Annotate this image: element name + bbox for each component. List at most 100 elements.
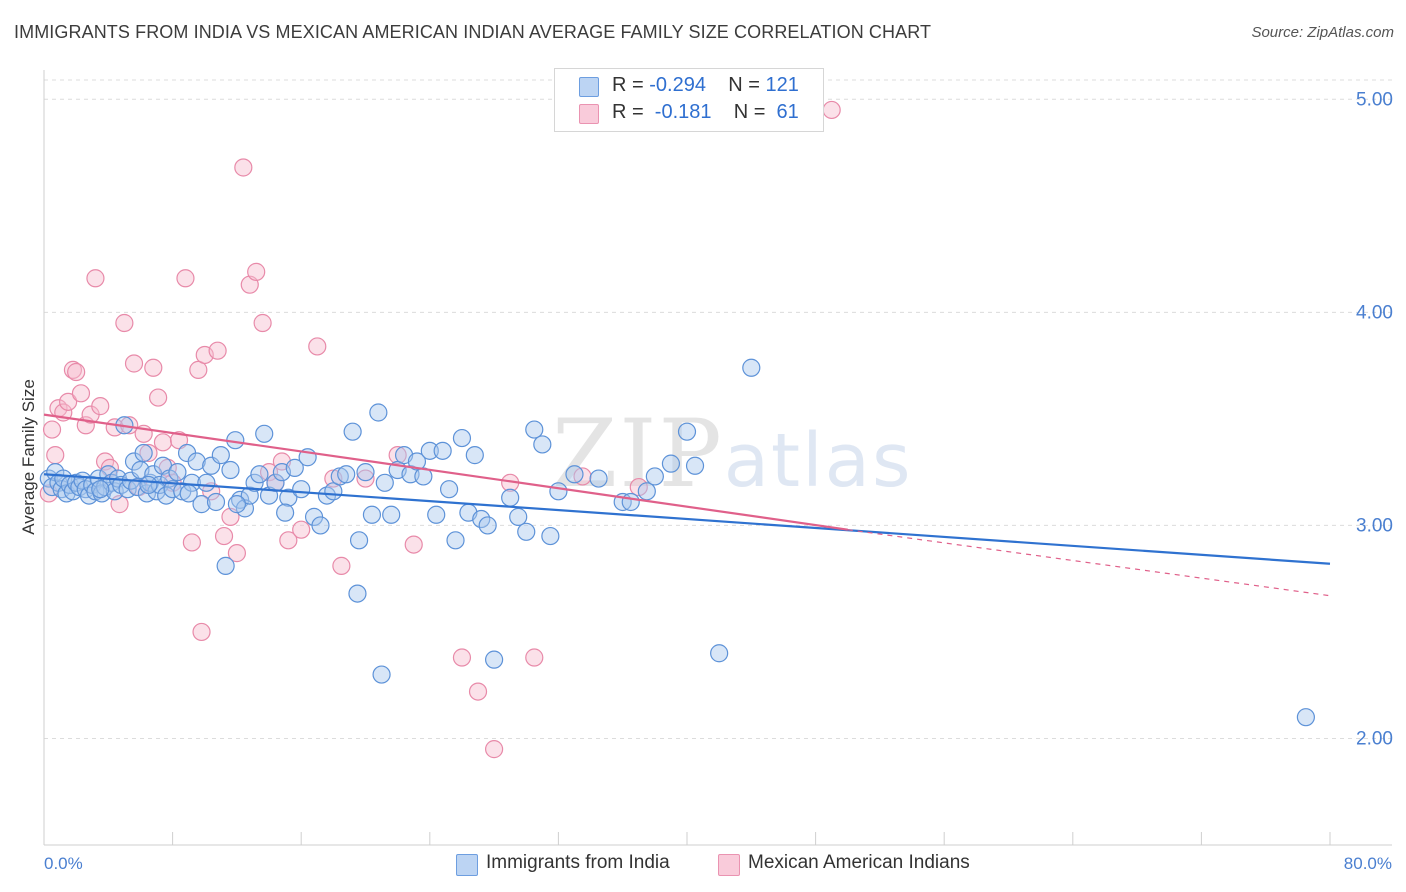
data-point — [478, 516, 497, 535]
data-point — [485, 650, 504, 669]
data-point — [115, 313, 134, 333]
data-point — [253, 313, 272, 333]
data-point — [192, 495, 211, 514]
data-point — [427, 505, 446, 524]
watermark-atlas: atlas — [723, 418, 913, 504]
r-label: R = — [612, 101, 650, 123]
data-point — [216, 556, 235, 575]
data-point — [439, 480, 459, 499]
data-point — [247, 262, 266, 281]
data-point — [206, 492, 226, 512]
legend-swatch-mexican — [579, 104, 599, 124]
data-point — [86, 269, 105, 288]
data-point — [187, 452, 206, 471]
data-point — [91, 480, 110, 499]
data-point — [245, 473, 264, 492]
legend-swatch-mexican — [718, 854, 740, 876]
data-point — [139, 443, 158, 463]
data-point — [348, 584, 367, 603]
stats-legend: R = -0.294 N = 121 R = -0.181 N = 61 — [554, 68, 824, 132]
data-point — [124, 354, 144, 373]
n-label: N = — [728, 74, 766, 96]
data-point — [637, 482, 656, 501]
data-point — [214, 526, 234, 546]
data-point — [501, 488, 520, 507]
data-point — [533, 435, 552, 454]
legend-label-mexican: Mexican American Indians — [748, 852, 970, 873]
data-point — [549, 482, 568, 501]
chart-title: IMMIGRANTS FROM INDIA VS MEXICAN AMERICA… — [14, 22, 932, 42]
n-value: 61 — [771, 101, 799, 123]
trend-line-india — [43, 473, 1331, 565]
data-point — [192, 622, 211, 642]
data-point — [468, 682, 488, 701]
data-point — [46, 446, 65, 465]
data-point — [59, 392, 78, 411]
y-tick-label: 2.00 — [1356, 728, 1393, 749]
y-tick-labels: 2.00 3.00 4.00 5.00 — [1356, 89, 1393, 749]
stats-row-india: R = -0.294 N = 121 — [579, 74, 799, 100]
stats-row-mexican: R = -0.181 N = 61 — [579, 101, 799, 127]
data-point — [179, 484, 198, 503]
data-point — [452, 428, 472, 448]
stats-text-mexican: R = -0.181 N = 61 — [612, 101, 799, 124]
data-point — [677, 422, 697, 441]
legend-swatch-india — [579, 77, 599, 97]
x-tick-marks — [43, 832, 1331, 845]
data-point — [311, 516, 330, 535]
data-point — [433, 441, 452, 460]
data-point — [452, 648, 472, 667]
data-point — [742, 358, 761, 377]
axes — [43, 70, 1392, 846]
legend-label-india: Immigrants from India — [486, 852, 670, 873]
data-point — [661, 454, 681, 473]
n-label: N = — [733, 101, 771, 123]
x-tick-label-min: 0.0% — [44, 854, 83, 873]
source-label: Source: ZipAtlas.com — [1251, 24, 1394, 41]
data-point — [343, 422, 362, 441]
data-point — [168, 463, 187, 482]
data-point — [356, 469, 375, 488]
data-point — [621, 492, 640, 512]
y-tick-label: 5.00 — [1356, 89, 1393, 110]
data-point — [420, 441, 439, 460]
series-mexican-american-indians — [39, 100, 841, 759]
r-value: -0.181 — [649, 101, 712, 123]
data-point — [42, 420, 62, 439]
data-point — [382, 505, 401, 524]
data-point — [589, 469, 608, 488]
y-tick-label: 3.00 — [1356, 515, 1393, 536]
data-point — [182, 473, 201, 492]
data-point — [250, 465, 269, 484]
data-point — [308, 337, 327, 356]
data-point — [565, 465, 584, 484]
data-point — [208, 341, 227, 360]
data-point — [63, 360, 83, 379]
data-point — [372, 665, 391, 684]
legend-swatch-india — [456, 854, 478, 876]
x-tick-label-max: 80.0% — [1344, 854, 1392, 873]
trend-line-mexican — [43, 413, 848, 531]
data-point — [276, 503, 295, 522]
data-point — [337, 465, 356, 484]
data-point — [388, 446, 407, 465]
data-point — [822, 100, 841, 120]
r-label: R = — [612, 74, 650, 96]
data-point — [211, 446, 230, 465]
data-point — [685, 456, 705, 475]
data-point — [153, 433, 173, 452]
data-point — [197, 473, 216, 492]
series-immigrants-from-india — [39, 358, 1315, 727]
data-point — [375, 473, 394, 492]
r-value: -0.294 — [649, 74, 706, 96]
stats-text-india: R = -0.294 N = 121 — [612, 74, 799, 97]
data-point — [525, 648, 544, 667]
data-point — [332, 556, 351, 575]
data-point — [227, 495, 246, 514]
data-point — [356, 463, 375, 482]
n-value: 121 — [765, 74, 799, 96]
data-point — [91, 397, 110, 416]
trend-line-mexican-extension — [847, 529, 1331, 597]
data-point — [134, 443, 153, 463]
